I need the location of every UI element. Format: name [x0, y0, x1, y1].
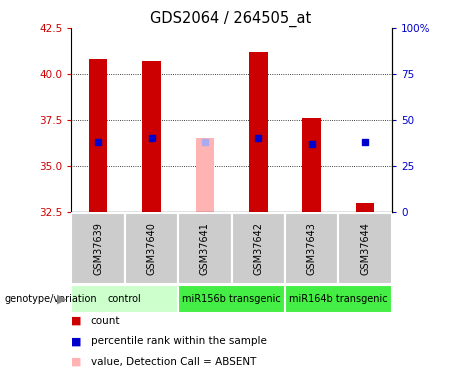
Text: ■: ■: [71, 316, 82, 326]
Text: GSM37642: GSM37642: [254, 222, 263, 275]
Text: GSM37640: GSM37640: [147, 222, 157, 275]
Text: GSM37639: GSM37639: [93, 222, 103, 275]
Bar: [231, 213, 285, 284]
Text: GSM37641: GSM37641: [200, 222, 210, 275]
Bar: [356, 202, 374, 212]
Bar: [285, 285, 392, 313]
Text: percentile rank within the sample: percentile rank within the sample: [91, 336, 267, 346]
Text: ▶: ▶: [58, 292, 67, 306]
Bar: [178, 285, 285, 313]
Bar: [125, 213, 178, 284]
Bar: [302, 118, 321, 212]
Text: genotype/variation: genotype/variation: [5, 294, 97, 304]
Bar: [249, 52, 268, 212]
Bar: [285, 213, 338, 284]
Bar: [71, 285, 178, 313]
Text: GSM37644: GSM37644: [360, 222, 370, 275]
Bar: [178, 213, 231, 284]
Text: control: control: [108, 294, 142, 304]
Bar: [195, 138, 214, 212]
Bar: [338, 213, 392, 284]
Text: count: count: [91, 316, 120, 326]
Bar: [89, 59, 107, 212]
Text: GSM37643: GSM37643: [307, 222, 317, 275]
Text: ■: ■: [71, 336, 82, 346]
Text: GDS2064 / 264505_at: GDS2064 / 264505_at: [150, 11, 311, 27]
Bar: [71, 213, 125, 284]
Bar: [142, 61, 161, 212]
Text: miR156b transgenic: miR156b transgenic: [182, 294, 281, 304]
Text: value, Detection Call = ABSENT: value, Detection Call = ABSENT: [91, 357, 256, 367]
Text: ■: ■: [71, 357, 82, 367]
Text: miR164b transgenic: miR164b transgenic: [289, 294, 388, 304]
